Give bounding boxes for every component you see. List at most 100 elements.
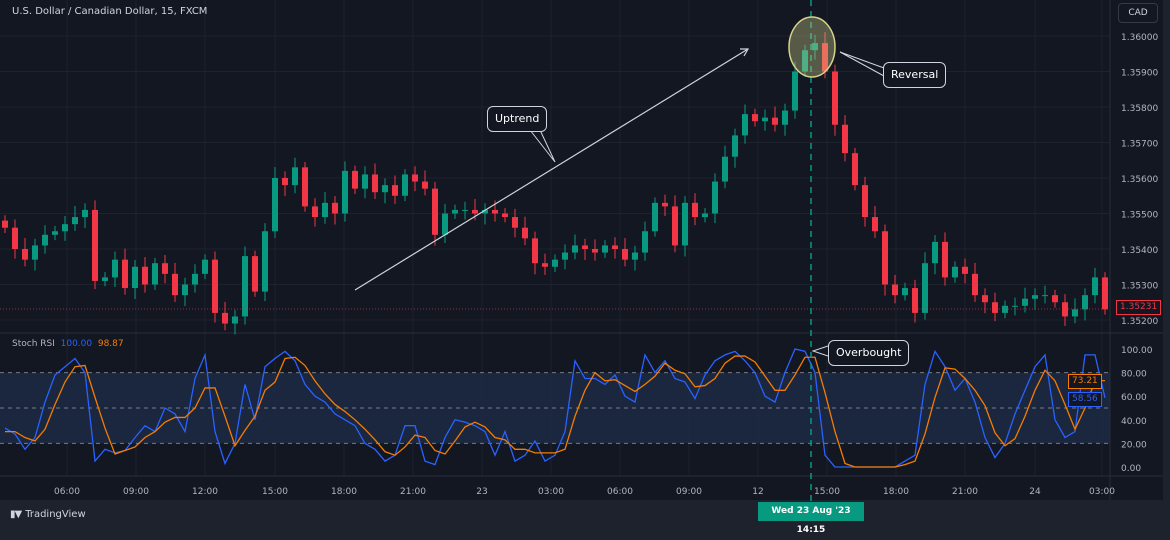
candle-body bbox=[492, 209, 498, 214]
brand-name: TradingView bbox=[25, 509, 86, 520]
candle bbox=[332, 196, 338, 225]
candle-body bbox=[172, 273, 178, 296]
candle-body bbox=[212, 259, 218, 313]
candle-body bbox=[482, 209, 488, 214]
candle-body bbox=[122, 259, 128, 289]
candle bbox=[782, 103, 788, 136]
reversal-callout[interactable]: Reversal bbox=[883, 62, 947, 88]
price-scale[interactable]: 1.36000 1.35900 1.35800 1.35700 1.35600 1.355… bbox=[1121, 33, 1158, 327]
price-tick-label: 1.35200 bbox=[1121, 317, 1158, 327]
chart-canvas[interactable]: 1.36000 1.35900 1.35800 1.35700 1.35600 1.355… bbox=[0, 0, 1170, 529]
candle-body bbox=[642, 231, 648, 253]
price-tick-label: 1.35800 bbox=[1121, 104, 1158, 114]
candle bbox=[742, 104, 748, 144]
candle bbox=[802, 44, 808, 77]
candle-body bbox=[672, 206, 678, 246]
stoch-k-value: 100.00 bbox=[60, 339, 93, 349]
candle-body bbox=[612, 245, 618, 249]
candle bbox=[322, 191, 328, 224]
candle bbox=[942, 232, 948, 286]
candle bbox=[462, 201, 468, 220]
overbought-callout-pointer bbox=[811, 345, 829, 357]
arrow-head-icon bbox=[740, 48, 750, 57]
candle bbox=[582, 238, 588, 261]
candle-body bbox=[112, 259, 118, 278]
candle-body bbox=[192, 273, 198, 285]
time-tick-label: 21:00 bbox=[952, 487, 978, 497]
candle bbox=[12, 219, 18, 259]
candle-body bbox=[432, 188, 438, 235]
candle bbox=[132, 260, 138, 300]
candle bbox=[182, 277, 188, 307]
candle-body bbox=[102, 277, 108, 281]
candle bbox=[1092, 267, 1098, 304]
candle-body bbox=[902, 288, 908, 296]
time-axis[interactable]: 06:00 09:00 12:00 15:00 18:00 21:00 23 03:00 06:… bbox=[54, 487, 1115, 497]
price-tick-label: 1.35400 bbox=[1121, 246, 1158, 256]
candle-body bbox=[182, 284, 188, 296]
candle-body bbox=[622, 249, 628, 260]
candle-body bbox=[1082, 295, 1088, 310]
candle bbox=[2, 215, 8, 234]
candle bbox=[1012, 297, 1018, 316]
candle-body bbox=[42, 234, 48, 246]
candle bbox=[752, 108, 758, 127]
candle bbox=[482, 203, 488, 225]
currency-button[interactable]: CAD bbox=[1118, 3, 1158, 23]
candle bbox=[522, 216, 528, 246]
reversal-callout-pointer bbox=[839, 51, 885, 77]
price-tick-label: 1.35600 bbox=[1121, 175, 1158, 185]
candle-body bbox=[552, 259, 558, 267]
price-tick-label: 1.35300 bbox=[1121, 282, 1158, 292]
time-tick-label: 23 bbox=[476, 487, 487, 497]
candle bbox=[922, 252, 928, 320]
candle bbox=[1032, 288, 1038, 310]
uptrend-arrow-line[interactable] bbox=[354, 48, 749, 291]
candle-body bbox=[272, 178, 278, 232]
candle bbox=[862, 176, 868, 227]
candle-body bbox=[2, 220, 8, 228]
overbought-callout[interactable]: Overbought bbox=[828, 340, 910, 366]
time-tick-label: 12:00 bbox=[192, 487, 218, 497]
candle bbox=[962, 258, 968, 284]
stoch-scale[interactable]: 100.00 80.00 60.00 40.00 20.00 0.00 bbox=[1121, 346, 1153, 474]
candle bbox=[932, 235, 938, 275]
reversal-ellipse[interactable] bbox=[788, 16, 836, 78]
candle-body bbox=[712, 181, 718, 214]
candle-body bbox=[692, 202, 698, 218]
candle bbox=[682, 196, 688, 257]
candle-body bbox=[342, 170, 348, 214]
candle-body bbox=[472, 209, 478, 214]
candle bbox=[412, 166, 418, 192]
candle-body bbox=[532, 238, 538, 264]
candle bbox=[872, 206, 878, 238]
candle-body bbox=[452, 209, 458, 214]
candle bbox=[652, 197, 658, 237]
candle bbox=[302, 162, 308, 212]
candle bbox=[432, 181, 438, 246]
candle bbox=[32, 238, 38, 271]
time-tick-label: 12 bbox=[752, 487, 763, 497]
candle bbox=[342, 161, 348, 222]
uptrend-callout[interactable]: Uptrend bbox=[487, 106, 548, 132]
candle-body bbox=[852, 153, 858, 186]
stoch-d-value: 98.87 bbox=[97, 339, 124, 349]
candle bbox=[892, 274, 898, 304]
candle-body bbox=[372, 174, 378, 193]
candle-body bbox=[912, 288, 918, 313]
candle-body bbox=[1102, 277, 1108, 310]
candle-body bbox=[1052, 295, 1058, 303]
candle bbox=[272, 166, 278, 238]
candle bbox=[512, 208, 518, 238]
candle-body bbox=[812, 43, 818, 51]
tradingview-brand[interactable]: ▮▼ TradingView bbox=[10, 509, 86, 520]
symbol-title: U.S. Dollar / Canadian Dollar, 15, FXCM bbox=[12, 6, 208, 17]
candle-body bbox=[242, 256, 248, 317]
stoch-tick-label: 0.00 bbox=[1121, 464, 1141, 474]
candle bbox=[592, 239, 598, 261]
candle bbox=[642, 221, 648, 261]
candle-body bbox=[592, 249, 598, 253]
candle-body bbox=[132, 266, 138, 289]
candle-body bbox=[252, 256, 258, 292]
candle bbox=[912, 279, 918, 323]
